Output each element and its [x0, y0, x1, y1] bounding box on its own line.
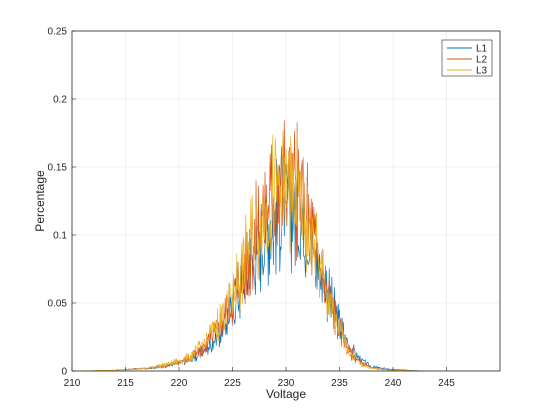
y-axis-label: Percentage: [33, 170, 47, 232]
x-tick-label: 235: [331, 378, 348, 389]
legend-label-l3: L3: [476, 66, 488, 77]
x-tick-label: 210: [64, 378, 81, 389]
x-tick-label: 215: [117, 378, 134, 389]
x-tick-label: 225: [224, 378, 241, 389]
x-axis-ticks: 210 215 220 225 230 235 240 245: [64, 367, 455, 389]
series-l3-line: [82, 130, 425, 372]
x-axis-label: Voltage: [266, 387, 306, 401]
y-tick-label: 0: [61, 367, 67, 378]
y-tick-label: 0.2: [53, 95, 67, 106]
y-tick-label: 0.25: [48, 27, 68, 38]
x-tick-label: 240: [385, 378, 402, 389]
x-tick-label: 245: [438, 378, 455, 389]
y-axis-ticks: 0 0.05 0.1 0.15 0.2 0.25: [48, 27, 76, 378]
x-tick-label: 220: [171, 378, 188, 389]
legend-label-l2: L2: [476, 55, 488, 66]
y-tick-label: 0.1: [53, 231, 67, 242]
y-tick-label: 0.15: [48, 163, 68, 174]
x-tick-label: 230: [278, 378, 295, 389]
legend-label-l1: L1: [476, 44, 488, 55]
y-tick-label: 0.05: [48, 299, 68, 310]
series-layer: [82, 120, 425, 372]
